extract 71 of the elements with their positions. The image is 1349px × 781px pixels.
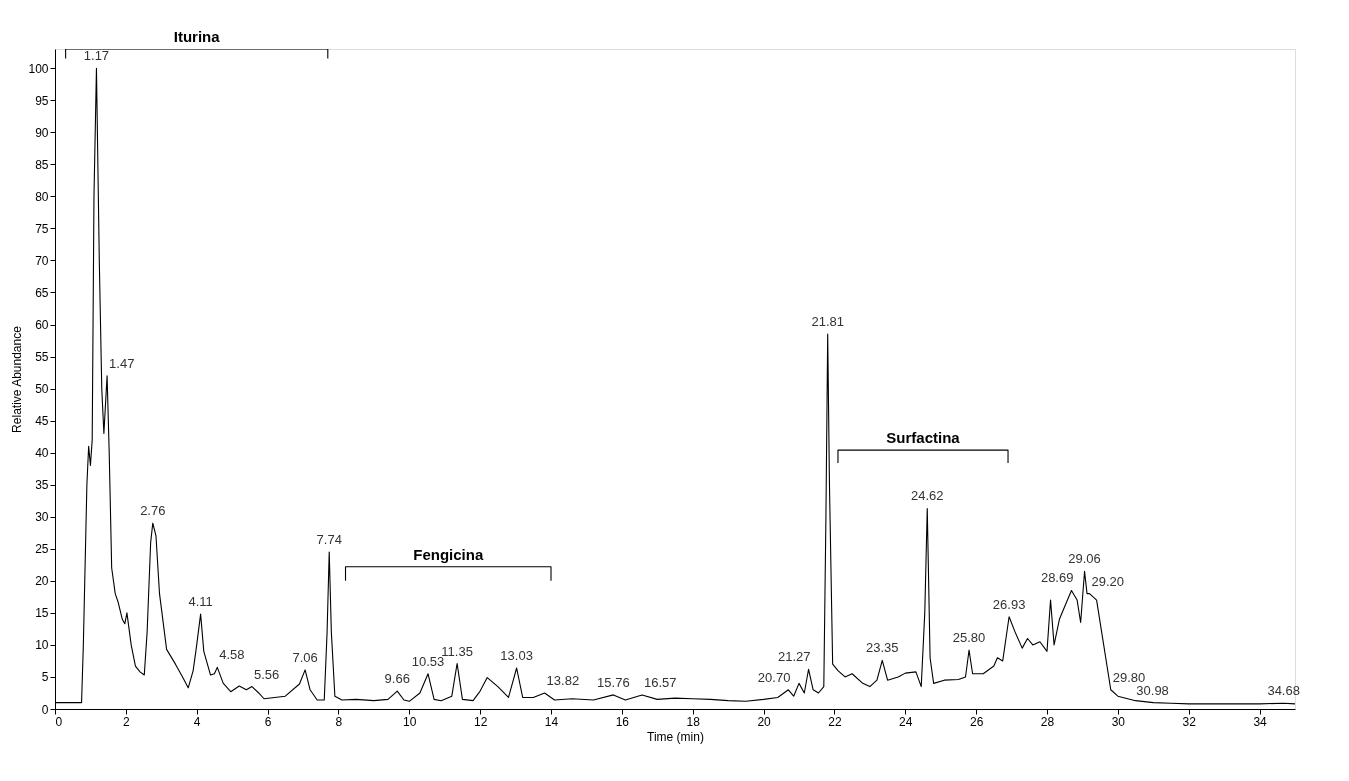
annotation: 10.53 — [411, 653, 445, 669]
annotation: 29.06 — [1068, 551, 1101, 567]
annotation: Fengicina — [413, 545, 484, 563]
y-tick-label: 85 — [35, 157, 49, 172]
annotation: 13.03 — [500, 647, 533, 663]
y-tick-label: 75 — [35, 221, 49, 236]
y-tick-label: 80 — [35, 189, 49, 204]
x-tick-label: 4 — [193, 714, 201, 729]
y-axis-title: Relative Abundance — [10, 325, 25, 433]
y-tick-label: 100 — [28, 61, 49, 76]
x-tick-label: 32 — [1182, 714, 1197, 729]
annotation: 5.56 — [253, 666, 280, 682]
x-tick-label: 22 — [828, 714, 842, 729]
annotation: 21.81 — [811, 314, 844, 330]
annotation: 2.76 — [140, 503, 166, 519]
y-tick-label: 65 — [35, 286, 49, 300]
x-tick-label: 6 — [264, 714, 272, 729]
text: Iturina — [173, 28, 221, 45]
y-tick-label: 5 — [41, 670, 49, 685]
x-tick-label: 10 — [403, 714, 417, 729]
annotation: 13.82 — [546, 672, 580, 688]
annotation: 28.69 — [1040, 570, 1074, 586]
y-tick-label: 70 — [35, 253, 49, 268]
x-axis-title: Time (min) — [647, 729, 704, 744]
x-tick-label: 0 — [55, 714, 63, 729]
y-tick-label: 20 — [35, 574, 49, 589]
y-tick-label: 90 — [35, 125, 49, 140]
annotation: 26.93 — [992, 596, 1026, 612]
x-tick-label: 12 — [473, 714, 488, 729]
y-tick-label: 10 — [35, 638, 49, 653]
annotation: 1.47 — [109, 355, 135, 371]
y-tick-label: 15 — [35, 606, 49, 621]
annotation: 4.11 — [188, 594, 213, 610]
y-tick-label: 30 — [35, 510, 49, 525]
x-tick-label: 26 — [969, 714, 984, 729]
annotation: 7.74 — [316, 532, 342, 548]
annotation: 16.57 — [644, 674, 677, 690]
x-tick-label: 34 — [1253, 714, 1268, 729]
x-tick-label: 30 — [1111, 714, 1126, 729]
annotation: 29.20 — [1091, 573, 1125, 589]
annotation: Surfactina — [886, 429, 961, 447]
annotation: 9.66 — [384, 671, 410, 687]
annotation: 24.62 — [910, 488, 944, 504]
y-tick-label: 55 — [35, 350, 49, 365]
y-tick-label: 25 — [35, 542, 49, 557]
annotation: 30.98 — [1136, 682, 1169, 698]
y-tick-label: 50 — [35, 382, 49, 397]
annotation: 25.80 — [952, 630, 986, 646]
annotation: 20.70 — [757, 669, 791, 685]
y-tick-label: 0 — [41, 702, 49, 717]
annotation: 7.06 — [292, 649, 318, 665]
x-tick-label: 18 — [686, 714, 701, 729]
annotation: 21.27 — [778, 649, 811, 665]
y-tick-label: 95 — [35, 93, 49, 108]
annotation: 15.76 — [597, 674, 630, 690]
x-tick-label: 24 — [899, 714, 913, 729]
y-tick-label: 60 — [35, 318, 49, 333]
annotation: 4.58 — [219, 647, 245, 663]
annotation: 1.17 — [83, 48, 110, 64]
x-tick-label: 8 — [335, 714, 343, 729]
y-tick-label: 35 — [35, 478, 49, 493]
y-tick-label: 40 — [35, 446, 49, 461]
annotation: 34.68 — [1267, 683, 1300, 699]
annotation: 29.80 — [1112, 669, 1146, 685]
x-tick-label: 16 — [615, 714, 630, 729]
x-tick-label: 2 — [123, 714, 131, 729]
y-tick-label: 45 — [35, 414, 49, 429]
x-tick-label: 20 — [757, 714, 772, 729]
annotation: 23.35 — [865, 640, 899, 656]
x-tick-label: 28 — [1040, 714, 1055, 729]
x-tick-label: 14 — [544, 714, 559, 729]
